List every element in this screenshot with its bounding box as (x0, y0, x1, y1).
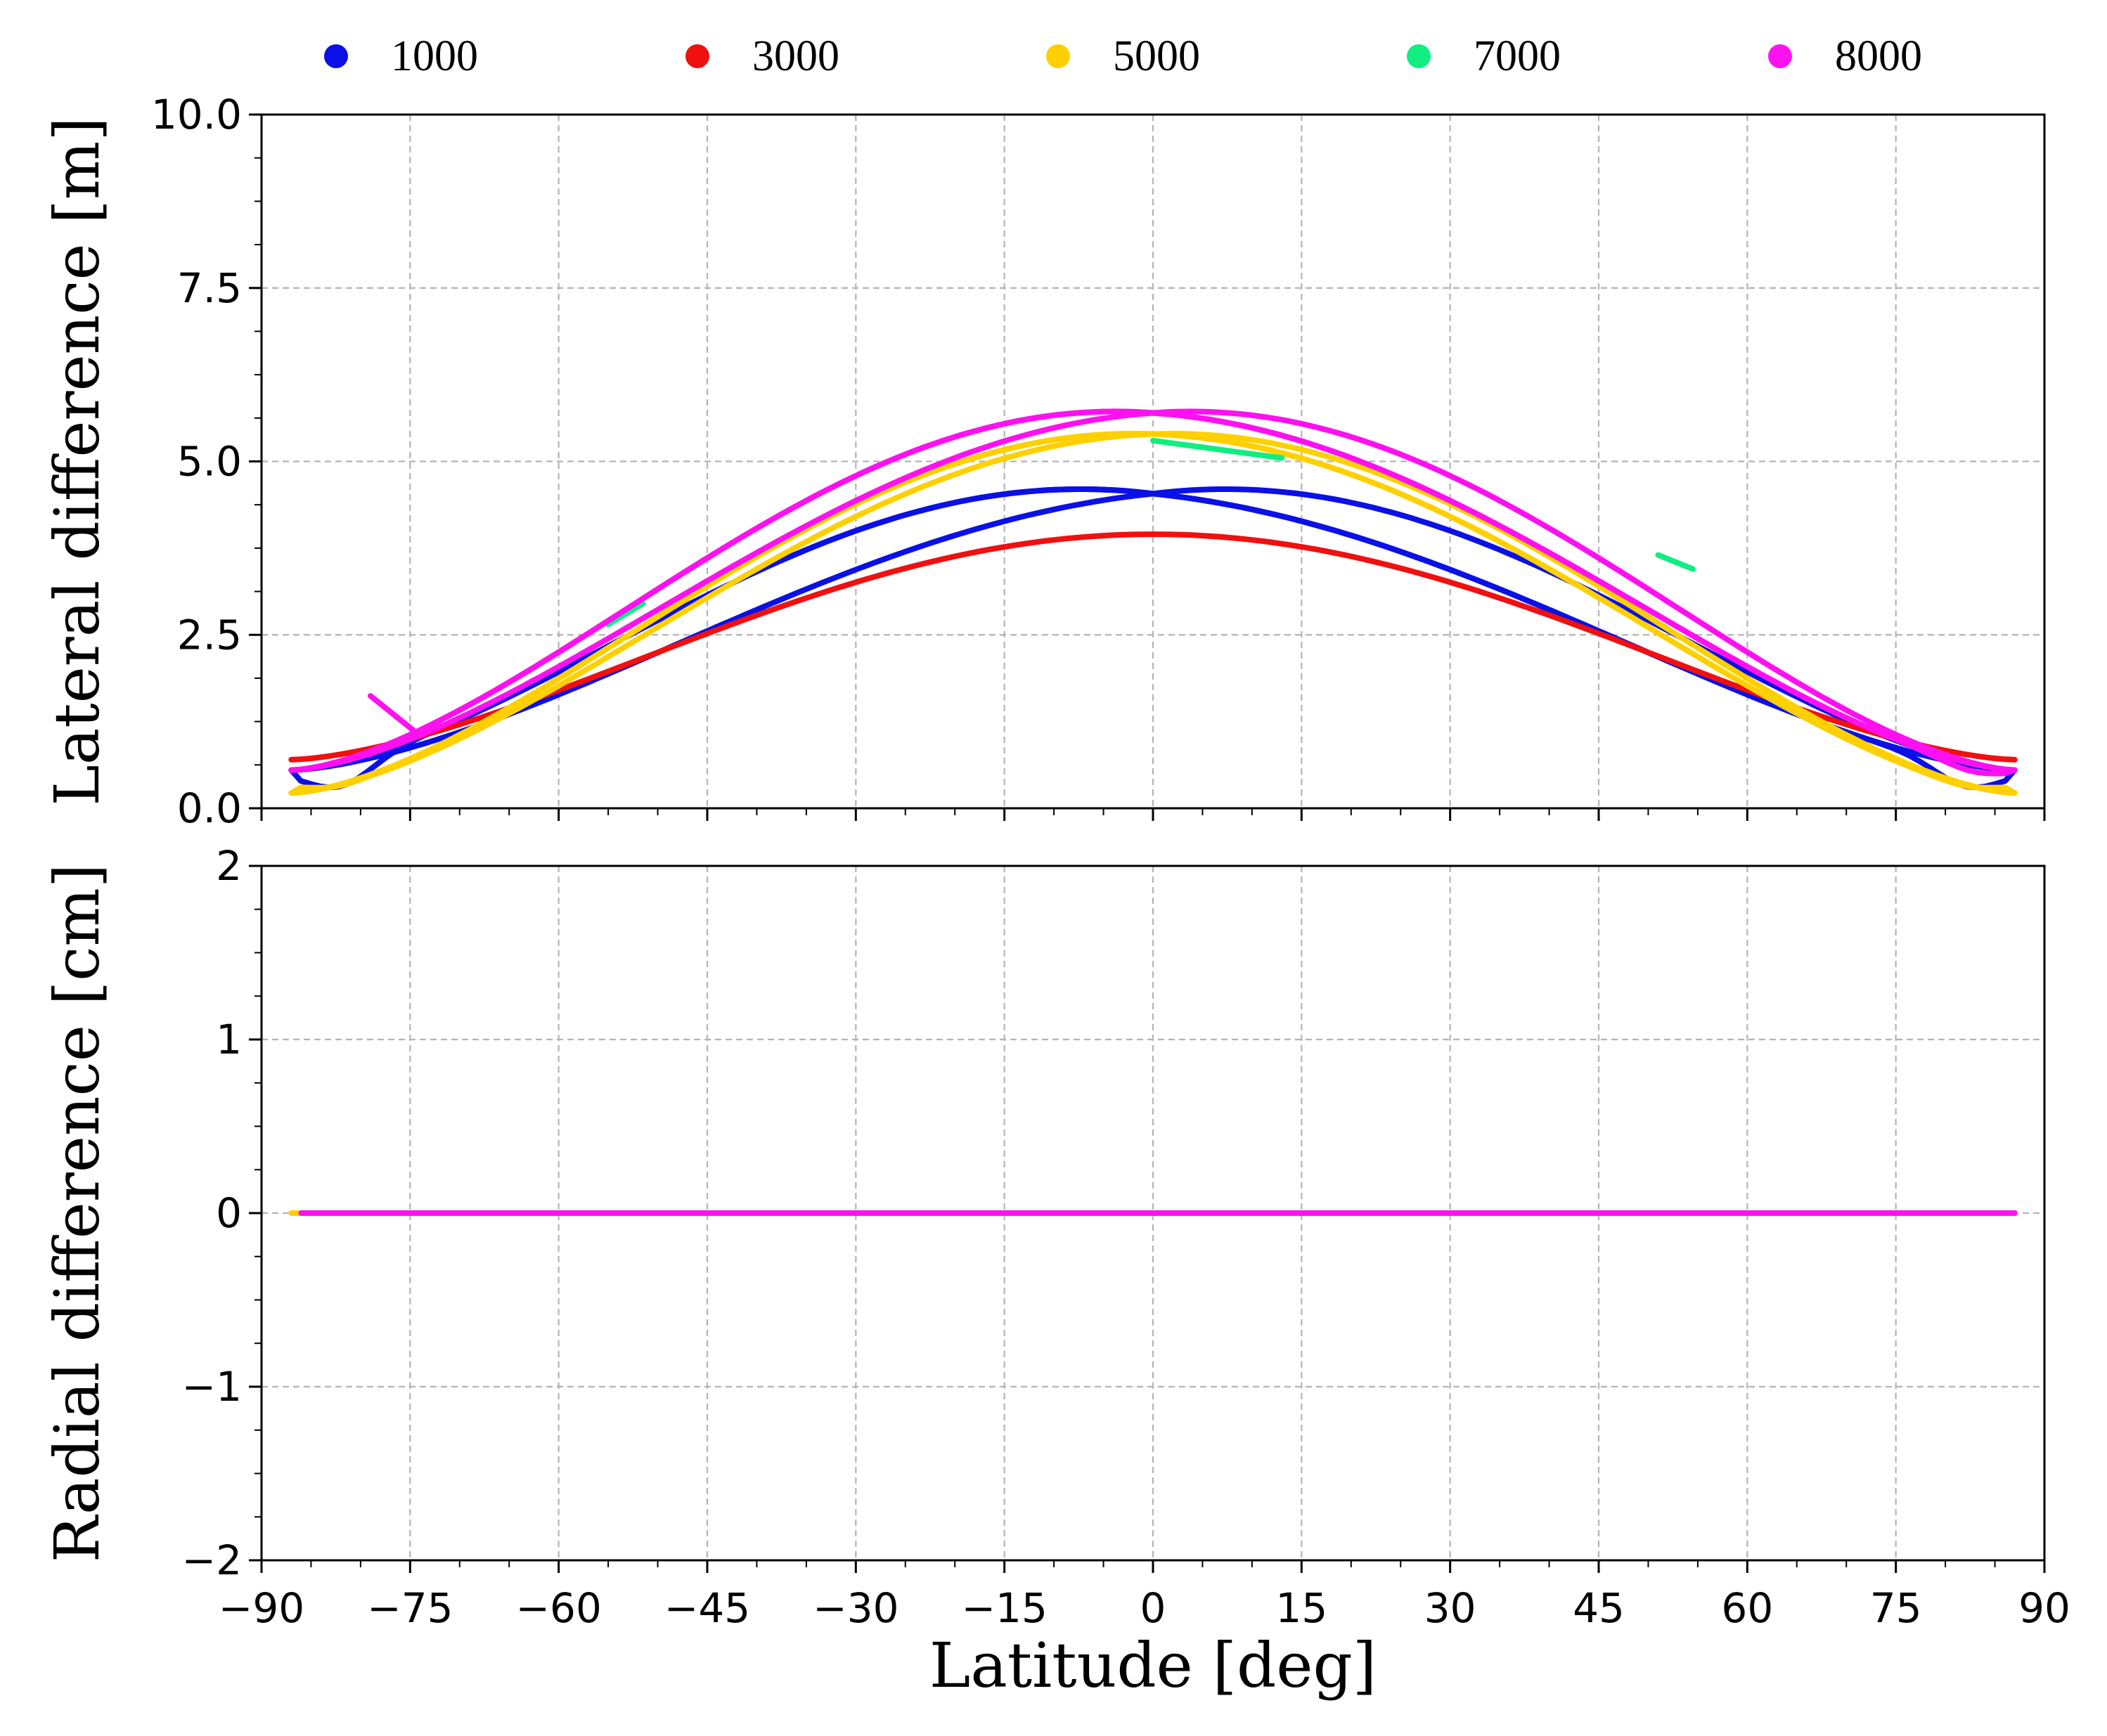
legend: 1000 3000 5000 7000 8000 (324, 32, 1922, 80)
x-tick-label: −60 (515, 1584, 601, 1632)
legend-marker-1000 (324, 44, 348, 68)
x-tick-label: 75 (1870, 1584, 1922, 1632)
y-tick-label-lateral: 0.0 (177, 784, 242, 832)
y-tick-label-radial: −2 (182, 1536, 243, 1584)
y-tick-label-lateral: 7.5 (177, 264, 242, 312)
x-axis-title: Latitude [deg] (929, 1629, 1377, 1702)
legend-label-7000: 7000 (1474, 32, 1561, 80)
legend-marker-7000 (1407, 44, 1431, 68)
series-line-7000-seg2 (1655, 552, 1696, 572)
series-group-lateral (288, 408, 2018, 796)
legend-marker-8000 (1768, 44, 1792, 68)
series-line-7000-seg0 (605, 600, 646, 628)
series-line-1000-c (288, 486, 2018, 791)
legend-label-3000: 3000 (752, 32, 839, 80)
legend-label-5000: 5000 (1113, 32, 1200, 80)
x-tick-label: −75 (367, 1584, 453, 1632)
lateral-panel: 0.0 2.5 5.0 7.5 10.0 (151, 91, 2046, 832)
y-tick-label-lateral: 5.0 (177, 438, 242, 486)
series-line-3000 (288, 531, 2018, 763)
y-axis-title-radial: Radial difference [cm] (41, 864, 113, 1562)
y-tick-label-radial: −1 (182, 1363, 243, 1411)
x-tick-label: 45 (1573, 1584, 1625, 1632)
x-tick-label: −30 (813, 1584, 898, 1632)
legend-marker-3000 (685, 44, 709, 68)
legend-label-1000: 1000 (391, 32, 478, 80)
y-tick-label-radial: 2 (216, 842, 242, 890)
legend-label-8000: 8000 (1835, 32, 1922, 80)
x-tick-label: 60 (1721, 1584, 1773, 1632)
x-tick-label: −90 (219, 1584, 304, 1632)
x-tick-label: 0 (1140, 1584, 1166, 1632)
x-tick-label: 30 (1424, 1584, 1476, 1632)
radial-panel: −2 −1 0 1 2 −90 −75 −60 −45 −30 −15 0 15 30 45 60 75 90 (182, 842, 2070, 1632)
y-tick-label-lateral: 10.0 (151, 91, 242, 138)
x-tick-label: −45 (664, 1584, 750, 1632)
legend-marker-5000 (1046, 44, 1070, 68)
series-line-7000-seg1 (1150, 437, 1285, 461)
y-tick-label-lateral: 2.5 (177, 611, 242, 659)
series-line-8000-c (368, 408, 2018, 777)
x-tick-label: 90 (2018, 1584, 2070, 1632)
y-tick-label-radial: 0 (216, 1189, 242, 1237)
x-tick-label: 15 (1275, 1584, 1327, 1632)
y-tick-label-radial: 1 (216, 1016, 242, 1063)
y-axis-title-lateral: Lateral difference [m] (41, 117, 113, 805)
x-tick-label: −15 (961, 1584, 1047, 1632)
series-line-5000-c (288, 431, 2018, 796)
